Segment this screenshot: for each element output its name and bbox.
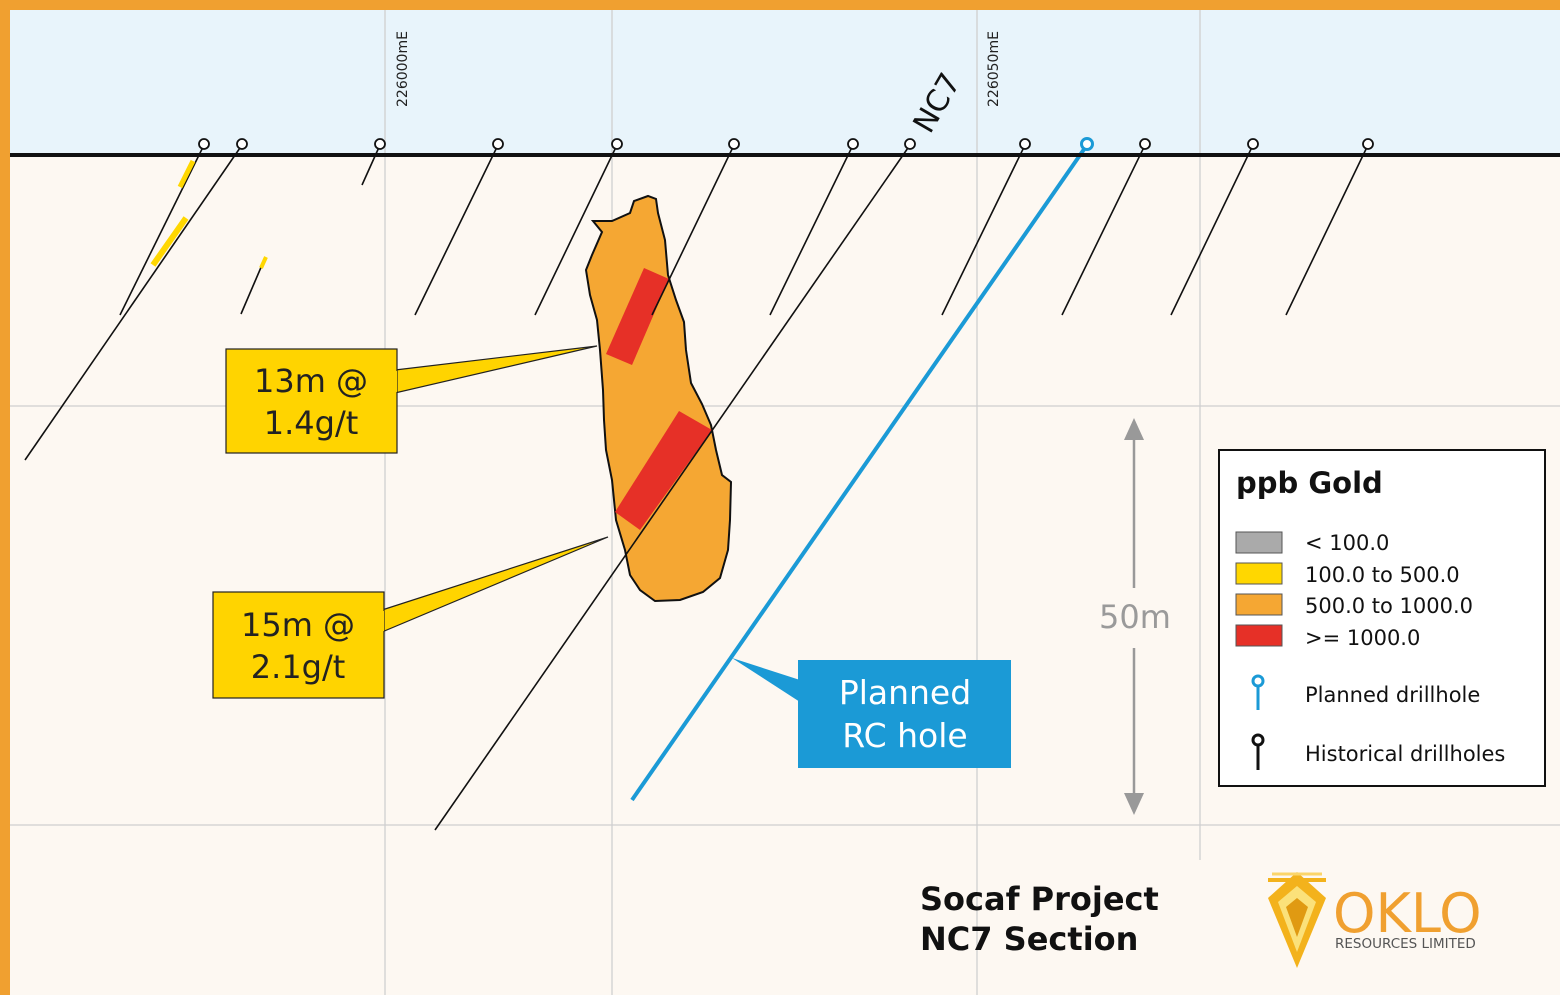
collar-icon — [904, 138, 916, 150]
planned-rc-hole — [630, 143, 1089, 802]
orebody-shape — [584, 194, 733, 603]
drillhole-trace — [941, 144, 1026, 316]
easting-label-2: 226050mE — [986, 31, 1002, 107]
grid — [10, 10, 1560, 995]
callout-box — [225, 348, 398, 454]
intercept-1-line1: 13m @ — [254, 362, 368, 400]
drillhole-trace — [434, 144, 911, 831]
scale-bar: 50m — [1099, 418, 1171, 815]
collar-icon — [1019, 138, 1031, 150]
legend-swatch — [1235, 562, 1283, 585]
legend-swatch — [1235, 531, 1283, 554]
drillhole-trace — [361, 144, 381, 186]
collar-icon — [492, 138, 504, 150]
collar-icon — [611, 138, 623, 150]
high-grade-interval-2 — [615, 411, 712, 530]
callout-pointer — [732, 658, 800, 702]
planned-drillhole-icon — [1251, 674, 1265, 710]
scale-label: 50m — [1099, 598, 1171, 636]
collar-icon — [847, 138, 859, 150]
planned-collar-icon — [1080, 137, 1094, 151]
drillhole-trace — [534, 144, 618, 316]
legend-label: 100.0 to 500.0 — [1305, 563, 1460, 587]
legend-label: >= 1000.0 — [1305, 626, 1420, 650]
legend-label: < 100.0 — [1305, 531, 1389, 555]
assay-interval-yellow — [259, 256, 268, 269]
collar-icon — [728, 138, 740, 150]
assay-interval-yellow — [177, 159, 196, 189]
historical-drillhole-icon — [1251, 733, 1265, 770]
intercept-callout-2: 15m @ 2.1g/t — [212, 536, 609, 699]
arrow-up-icon — [1124, 418, 1144, 440]
assay-interval-yellow — [150, 216, 189, 267]
intercept-1-line2: 1.4g/t — [264, 404, 359, 442]
project-title-line2: NC7 Section — [920, 920, 1138, 958]
legend-historical-label: Historical drillholes — [1305, 742, 1505, 766]
drillhole-trace — [1061, 144, 1146, 316]
legend-title: ppb Gold — [1236, 466, 1383, 500]
callout-box — [212, 591, 385, 699]
intercept-2-line1: 15m @ — [241, 606, 355, 644]
planned-callout-line2: RC hole — [842, 716, 967, 755]
collar-icon — [236, 138, 248, 150]
company-logo: OKLO RESOURCES LIMITED — [1268, 872, 1482, 968]
planned-callout-line1: Planned — [839, 673, 971, 712]
legend-box — [1218, 449, 1546, 787]
diamond-logo-icon — [1268, 872, 1326, 968]
legend-label: 500.0 to 1000.0 — [1305, 594, 1473, 618]
legend-swatch — [1235, 624, 1283, 647]
collar-icon — [1139, 138, 1151, 150]
project-title-line1: Socaf Project — [920, 880, 1159, 918]
drillhole-trace — [1170, 144, 1254, 316]
collar-icon — [198, 138, 210, 150]
intercept-callout-1: 13m @ 1.4g/t — [225, 345, 598, 454]
drillhole-trace — [414, 144, 499, 316]
drillhole-trace — [1285, 144, 1369, 316]
legend: ppb Gold < 100.0 100.0 to 500.0 500.0 to… — [1218, 449, 1546, 787]
callout-seam — [393, 371, 397, 392]
drillhole-trace — [651, 144, 735, 316]
arrow-down-icon — [1124, 793, 1144, 815]
collar-icon — [374, 138, 386, 150]
easting-label-1: 226000mE — [395, 31, 411, 107]
callout-seam — [380, 611, 384, 631]
sky-area — [10, 10, 1560, 155]
drillhole-trace — [769, 144, 854, 316]
legend-swatch — [1235, 593, 1283, 616]
legend-planned-label: Planned drillhole — [1305, 683, 1480, 707]
drillhole-trace — [24, 144, 243, 461]
intercept-2-line2: 2.1g/t — [251, 648, 346, 686]
logo-name: OKLO — [1333, 882, 1482, 945]
drillhole-collars — [198, 137, 1374, 151]
planned-hole-callout: Planned RC hole — [732, 658, 1011, 768]
drillhole-trace — [119, 144, 205, 316]
high-grade-interval-1 — [606, 268, 669, 365]
collar-icon — [1362, 138, 1374, 150]
logo-subtitle: RESOURCES LIMITED — [1335, 936, 1476, 952]
collar-icon — [1247, 138, 1259, 150]
callout-box — [798, 660, 1011, 768]
historical-drillholes — [24, 144, 1369, 831]
